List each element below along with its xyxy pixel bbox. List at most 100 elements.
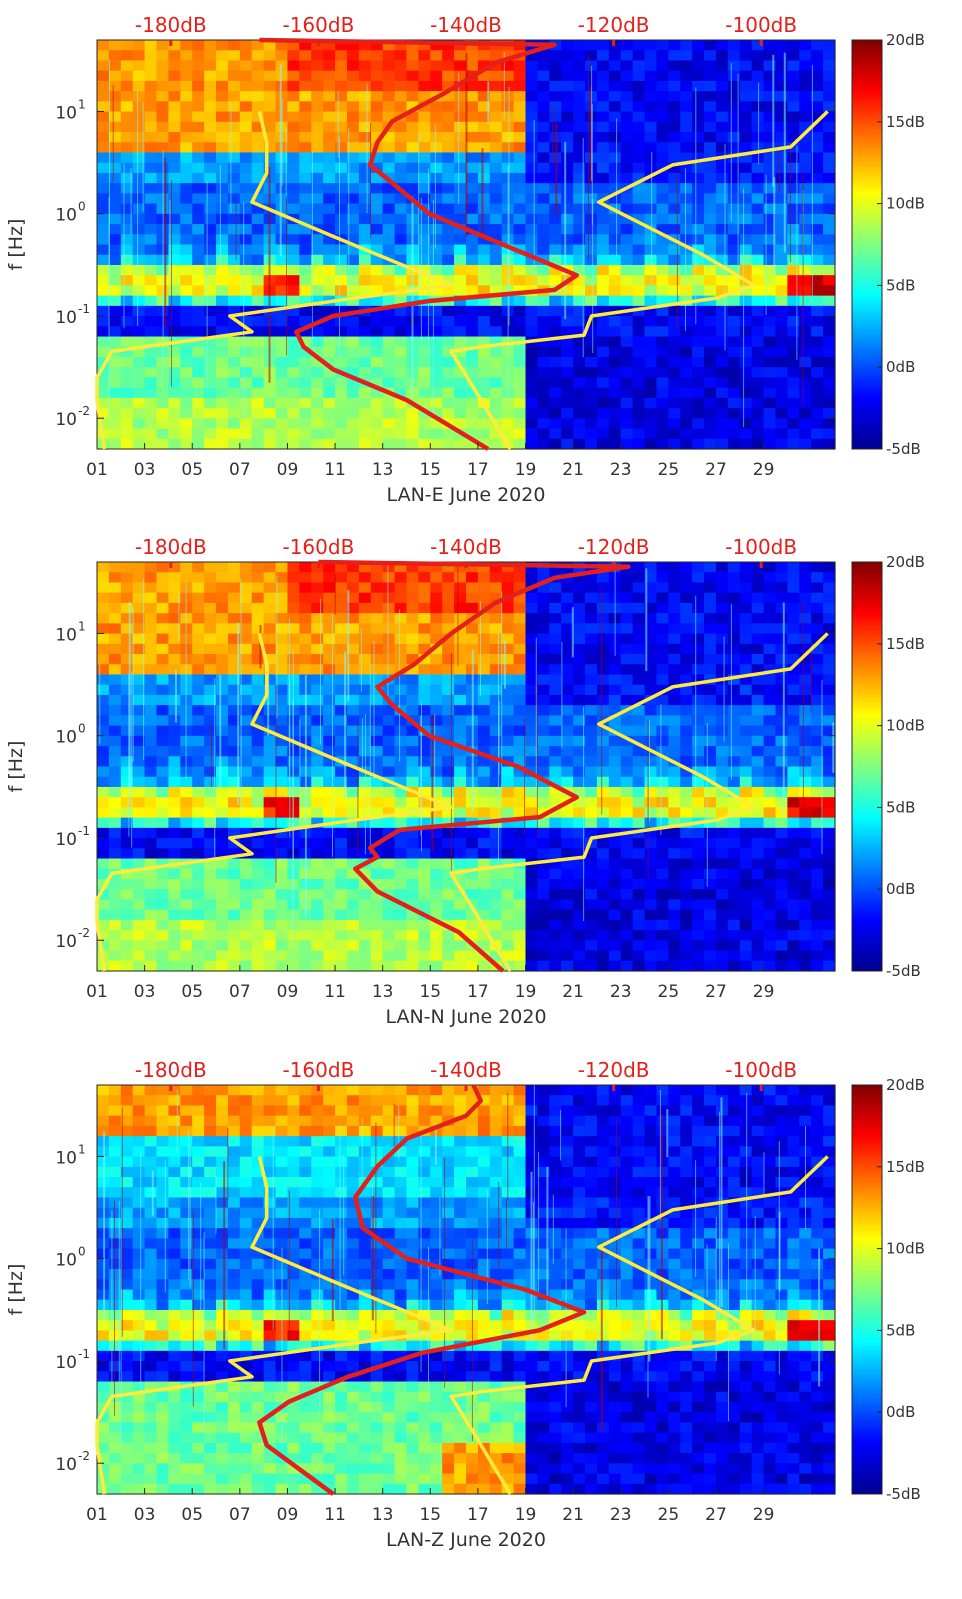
heatmap-cell [656,878,669,890]
heatmap-cell [97,602,110,614]
heatmap-cell [156,418,170,430]
heatmap-cell [799,633,812,645]
heatmap-cell [418,336,431,348]
heatmap-cell [489,613,503,624]
heatmap-cell [632,295,646,307]
heatmap-cell [132,377,146,389]
heatmap-cell [537,633,550,645]
heatmap-cell [430,101,443,113]
heatmap-cell [525,930,539,941]
heatmap-cell [430,80,443,92]
heatmap-cell [739,664,753,676]
heatmap-cell [311,234,324,246]
heatmap-cell [787,121,800,133]
heatmap-cell [97,254,110,266]
heatmap-cell [251,960,265,972]
heatmap-cell [299,356,312,368]
heatmap-cell [787,960,800,972]
heatmap-cell [739,827,753,839]
heatmap-cell [323,715,336,727]
heatmap-cell [394,305,408,317]
heatmap-cell [823,203,836,215]
heatmap-cell [763,183,777,194]
heatmap-cell [216,203,229,215]
heatmap-cell [656,367,669,379]
heatmap-cell [489,203,503,215]
heatmap-cell [370,80,384,92]
heatmap-cell [811,172,824,184]
heatmap-cell [715,827,729,839]
heatmap-cell [715,367,729,379]
heatmap-cell [192,336,205,348]
heatmap-cell [299,70,312,82]
heatmap-cell [501,746,515,757]
heatmap-cell [644,694,658,706]
x-tick-label: 27 [705,460,727,480]
x-tick-label: 11 [324,460,346,480]
heatmap-cell [108,797,122,808]
heatmap-cell [97,224,110,235]
heatmap-cell [239,316,253,327]
heatmap-cell [346,858,360,870]
heatmap-cell [132,613,146,624]
heatmap-cell [346,899,360,911]
heatmap-cell [608,91,622,102]
heatmap-cell [596,807,610,819]
heatmap-cell [251,60,265,72]
heatmap-cell [382,705,396,716]
heatmap-cell [108,940,122,952]
heatmap-cell [335,244,348,256]
heatmap-cell [180,183,193,194]
heatmap-cell [596,438,610,450]
heatmap-cell [501,715,515,727]
heatmap-cell [406,868,419,880]
heatmap-cell [144,746,158,757]
heatmap-cell [549,878,562,890]
heatmap-cell [144,889,158,901]
heatmap-cell [727,889,741,901]
heatmap-cell [192,735,205,747]
x-tick-label: 19 [515,460,537,480]
heatmap-cell [811,50,824,62]
heatmap-cell [227,746,241,757]
heatmap-cell [668,346,681,358]
heatmap-cell [418,346,431,358]
heatmap-cell [513,664,527,676]
heatmap-cell [763,725,777,737]
heatmap-cell [323,234,336,246]
heatmap-cell [204,70,217,82]
heatmap-cell [430,878,443,890]
heatmap-cell [704,172,717,184]
heatmap-cell [668,224,681,235]
heatmap-cell [608,418,622,430]
heatmap-cell [799,613,812,624]
heatmap-cell [799,438,812,450]
heatmap-cell [680,438,693,450]
heatmap-cell [346,111,360,123]
heatmap-cell [430,572,443,584]
heatmap-cell [573,725,586,737]
heatmap-cell [168,111,181,123]
heatmap-cell [644,878,658,890]
heatmap-cell [751,162,765,174]
heatmap-cell [668,172,681,184]
heatmap-cell [739,858,753,870]
heatmap-cell [751,807,765,819]
heatmap-cell [715,305,729,317]
heatmap-cell [394,377,408,389]
heatmap-cell [704,60,717,72]
heatmap-cell [751,121,765,133]
heatmap-cell [715,285,729,297]
heatmap-cell [442,244,455,256]
heatmap-cell [715,817,729,829]
heatmap-cell [668,746,681,757]
heatmap-cell [763,234,777,246]
heatmap-cell [108,80,122,92]
heatmap-cell [739,786,753,798]
heatmap-cell [656,111,669,123]
heatmap-cell [120,654,134,665]
heatmap-cell [644,930,658,941]
heatmap-cell [727,899,741,911]
heatmap-cell [192,602,205,614]
heatmap-cell [787,684,800,696]
